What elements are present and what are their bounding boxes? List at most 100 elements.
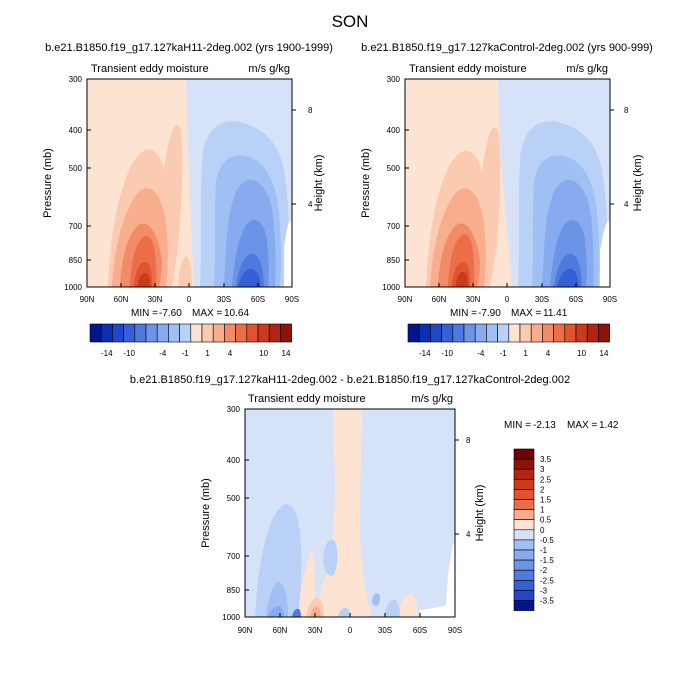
- colorbar-label: -2.5: [540, 576, 554, 585]
- colorbar-label: 0.5: [540, 516, 552, 525]
- y2-tick-label: 8: [308, 106, 313, 115]
- colorbar-box: [246, 323, 259, 343]
- colorbar-box: [519, 323, 532, 343]
- colorbar-box: [497, 323, 510, 343]
- units-label: m/s g/kg: [411, 393, 453, 405]
- colorbar-box: [190, 323, 203, 343]
- x-tick-label: 90N: [80, 295, 95, 304]
- x-tick-label: 90N: [398, 295, 413, 304]
- colorbar-label: 14: [282, 349, 291, 358]
- x-tick-label: 30S: [535, 295, 549, 304]
- x-tick-label: 0: [348, 626, 353, 635]
- y-ticks: [87, 78, 91, 288]
- surface-mask: [284, 220, 292, 287]
- colorbar-box: [235, 323, 248, 343]
- y2-tick-label: 8: [624, 106, 629, 115]
- contour-field: [87, 79, 292, 287]
- y2-axis: 8 4 Height (km): [610, 106, 644, 211]
- colorbar-label: -14: [419, 349, 431, 358]
- colorbar-box: [418, 323, 431, 343]
- colorbar-label: 3: [540, 465, 545, 474]
- y2-ticks: [455, 439, 459, 535]
- contour-field: [245, 409, 455, 617]
- colorbar-label: -1: [540, 546, 548, 555]
- colorbar-box: [513, 489, 535, 500]
- colorbar-box: [201, 323, 214, 343]
- colorbar-box: [89, 323, 102, 343]
- y-ticks: [245, 408, 249, 618]
- variable-label: Transient eddy moisture: [409, 63, 527, 75]
- x-tick-label: 90S: [448, 626, 462, 635]
- x-tick-label: 30N: [308, 626, 323, 635]
- y2-axis: 8 4 Height (km): [292, 106, 325, 211]
- colorbar-label: -14: [101, 349, 113, 358]
- colorbar-box: [168, 323, 180, 343]
- colorbar-box: [134, 323, 147, 343]
- y-axis: 300 400 500 700 850 1000 Pressure (mb): [200, 405, 249, 622]
- y2-tick-label: 4: [308, 200, 313, 209]
- y-tick-label: 700: [69, 222, 83, 231]
- contour-pos-0b: [298, 550, 316, 617]
- panel-difference: b.e21.B1850.f19_g17.127kaH11-2deg.002 - …: [130, 374, 619, 635]
- panel-title: b.e21.B1850.f19_g17.127kaH11-2deg.002 - …: [130, 374, 570, 386]
- y-axis: 300 400 500 700 850 1000 Pressure (mb): [360, 75, 409, 292]
- variable-label: Transient eddy moisture: [248, 393, 366, 405]
- colorbar-label: -1: [500, 349, 508, 358]
- colorbar-box: [513, 549, 535, 561]
- min-value: -2.13: [533, 420, 556, 431]
- colorbar-box: [463, 323, 476, 343]
- max-label: MAX =: [567, 420, 597, 431]
- contour-pos-eq: [178, 256, 192, 287]
- y-tick-label: 300: [227, 405, 241, 414]
- colorbar-label: 1: [540, 506, 545, 515]
- min-value: -7.90: [478, 308, 501, 319]
- colorbar-box: [112, 323, 124, 343]
- y-tick-label: 400: [387, 126, 401, 135]
- x-tick-label: 60N: [273, 626, 288, 635]
- colorbar-box: [280, 323, 292, 343]
- colorbar-box: [179, 323, 192, 343]
- contour-pos-2: [310, 606, 321, 617]
- colorbar-box: [212, 323, 225, 343]
- contour-neg-1d: [338, 607, 350, 617]
- colorbar-box: [452, 323, 465, 343]
- min-label: MIN =: [131, 308, 158, 319]
- colorbar-label: 10: [577, 349, 586, 358]
- y-tick-label: 500: [387, 164, 401, 173]
- min-max-readout: MIN = -7.60 MAX = 10.64: [131, 308, 249, 319]
- min-max-readout: MIN = -2.13 MAX = 1.42: [504, 420, 619, 431]
- contour-pos-6: [138, 273, 150, 287]
- colorbar-box: [513, 600, 535, 611]
- colorbar-box: [513, 509, 535, 521]
- contour-neg-1b: [323, 539, 338, 576]
- y2-axis-title: Height (km): [313, 155, 325, 212]
- contour-field: [405, 79, 610, 287]
- colorbar-label: -1: [182, 349, 190, 358]
- x-ticks: [86, 283, 293, 287]
- surface-mask: [420, 540, 455, 617]
- colorbar-label: -1.5: [540, 556, 554, 565]
- x-tick-label: 30N: [466, 295, 481, 304]
- x-ticks: [404, 283, 611, 287]
- x-ticks: [244, 613, 456, 617]
- panel-h11: b.e21.B1850.f19_g17.127kaH11-2deg.002 (y…: [42, 42, 333, 319]
- colorbar-label: -3: [540, 586, 548, 595]
- colorbar-label: 2.5: [540, 475, 552, 484]
- y2-tick-label: 8: [466, 436, 471, 445]
- y2-axis: 8 4 Height (km): [455, 436, 486, 541]
- x-tick-label: 30S: [217, 295, 231, 304]
- colorbar-box: [513, 579, 535, 591]
- x-tick-label: 90S: [285, 295, 299, 304]
- contour-neg-1c: [384, 599, 400, 617]
- colorbar-label: 4: [546, 349, 551, 358]
- x-axis: 90N 60N 30N 0 30S 60S 90S: [398, 283, 617, 304]
- colorbar-label: -4: [159, 349, 167, 358]
- contour-pos-6: [456, 272, 468, 287]
- max-label: MAX =: [192, 308, 222, 319]
- x-tick-label: 30N: [148, 295, 163, 304]
- variable-label: Transient eddy moisture: [91, 63, 209, 75]
- colorbar-box: [513, 499, 535, 510]
- colorbar-label: 14: [600, 349, 609, 358]
- colorbar-box: [513, 529, 535, 541]
- colorbar-label: 1: [523, 349, 528, 358]
